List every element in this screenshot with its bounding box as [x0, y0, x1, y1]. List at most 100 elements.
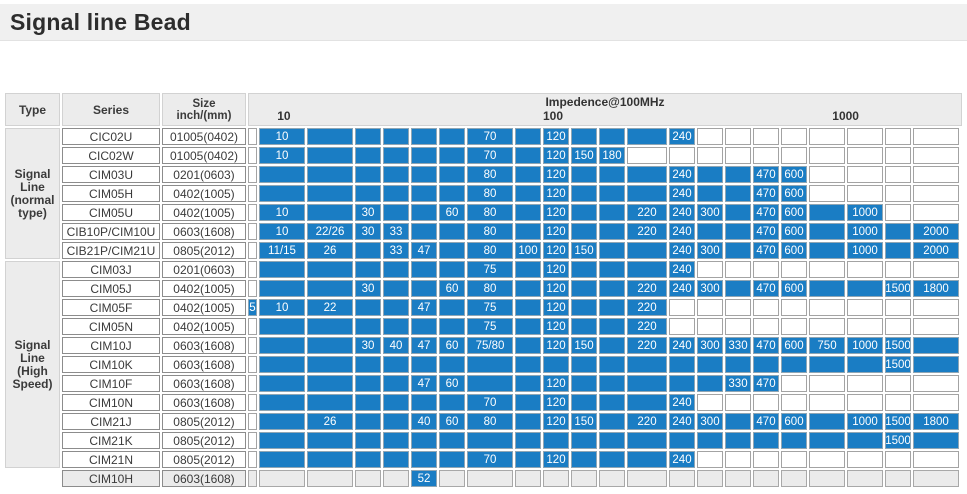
impedance-cell: 240: [669, 166, 695, 183]
impedance-cell: 30: [355, 204, 381, 221]
impedance-cell: [515, 223, 541, 240]
impedance-cell-empty: [725, 451, 751, 468]
impedance-cell: [439, 242, 465, 259]
impedance-cell: [383, 299, 409, 316]
impedance-cell-empty: [913, 128, 959, 145]
impedance-cell: 40: [411, 413, 437, 430]
impedance-cell: 120: [543, 375, 569, 392]
impedance-cell-empty: [753, 451, 779, 468]
impedance-cell-empty: [913, 299, 959, 316]
impedance-cell: 80: [467, 413, 513, 430]
table-row: CIB21P/CIM21U 0805(2012) 11/15 26 33 47 80 100 1…: [62, 242, 962, 259]
table-row: CIM21J 0805(2012) 26 40 60 80 120 150 220 240 300 4…: [62, 413, 962, 430]
impedance-cell: [697, 432, 723, 449]
impedance-cell: [697, 375, 723, 392]
impedance-cell: [307, 337, 353, 354]
table-row: CIM10F 0603(1608) 47 60 120 330 470: [62, 375, 962, 392]
impedance-cell: [439, 223, 465, 240]
impedance-cell: [515, 280, 541, 297]
impedance-cell: [439, 299, 465, 316]
impedance-cell-empty: [781, 261, 807, 278]
impedance-cell: 33: [383, 223, 409, 240]
impedance-cell: 300: [697, 242, 723, 259]
impedance-cell-empty: [753, 299, 779, 316]
impedance-cell: [627, 128, 667, 145]
impedance-cell: [515, 451, 541, 468]
impedance-cell: [697, 356, 723, 373]
impedance-cell: 150: [571, 242, 597, 259]
impedance-cell: [571, 128, 597, 145]
impedance-cell: [753, 356, 779, 373]
impedance-cell: [307, 166, 353, 183]
impedance-cell: [515, 432, 541, 449]
impedance-cell: [307, 185, 353, 202]
impedance-cell: 470: [753, 204, 779, 221]
impedance-cell: 150: [571, 147, 597, 164]
impedance-cell: 120: [543, 451, 569, 468]
impedance-cell-empty: [913, 470, 959, 487]
impedance-cell: [439, 318, 465, 335]
impedance-cell: [627, 166, 667, 183]
impedance-table: Type Series Size inch/(mm) Impedence@100…: [5, 93, 962, 487]
impedance-cell: [383, 166, 409, 183]
impedance-cell: [259, 185, 305, 202]
size-cell: 0201(0603): [162, 166, 246, 183]
impedance-cell: 1000: [847, 242, 883, 259]
impedance-cell: 220: [627, 299, 667, 316]
impedance-cell: [753, 432, 779, 449]
table-row: CIB10P/CIM10U 0603(1608) 10 22/26 30 33 80 120 2…: [62, 223, 962, 240]
impedance-cell: [411, 204, 437, 221]
impedance-cell: [847, 432, 883, 449]
impedance-cell: 30: [355, 280, 381, 297]
impedance-cell-empty: [725, 470, 751, 487]
impedance-cell: [411, 147, 437, 164]
impedance-cell: [669, 375, 695, 392]
impedance-cell-empty: [913, 147, 959, 164]
impedance-cell: [599, 375, 625, 392]
impedance-cell: 300: [697, 204, 723, 221]
column-header-size: Size inch/(mm): [162, 93, 246, 126]
impedance-cell: [697, 166, 723, 183]
series-cell: CIM05H: [62, 185, 160, 202]
impedance-cell-empty: [248, 394, 257, 411]
impedance-cell: [599, 128, 625, 145]
impedance-cell: 80: [467, 280, 513, 297]
series-cell: CIM05J: [62, 280, 160, 297]
impedance-cell: 300: [697, 280, 723, 297]
impedance-cell: [355, 356, 381, 373]
series-cell: CIM21J: [62, 413, 160, 430]
table-row: CIM10K 0603(1608) 1500: [62, 356, 962, 373]
impedance-cell-empty: [913, 261, 959, 278]
impedance-cell-empty: [697, 261, 723, 278]
impedance-cell-empty: [248, 470, 257, 487]
impedance-cell: [467, 356, 513, 373]
impedance-cell: [411, 280, 437, 297]
impedance-cell: [599, 204, 625, 221]
impedance-cell: 470: [753, 223, 779, 240]
impedance-cell: [571, 432, 597, 449]
impedance-cell: [355, 261, 381, 278]
impedance-cell: 240: [669, 242, 695, 259]
impedance-cell: [307, 375, 353, 392]
impedance-cell-empty: [669, 318, 695, 335]
impedance-cell: 240: [669, 261, 695, 278]
impedance-cell-empty: [248, 185, 257, 202]
impedance-cell: [307, 451, 353, 468]
impedance-cell-empty: [809, 394, 845, 411]
impedance-cell: [439, 261, 465, 278]
impedance-cell-empty: [627, 147, 667, 164]
impedance-cell: [383, 185, 409, 202]
impedance-cell: 60: [439, 280, 465, 297]
impedance-cell-empty: [725, 299, 751, 316]
impedance-cell: [515, 185, 541, 202]
impedance-cell: [355, 432, 381, 449]
table-row: CIM05U 0402(1005) 10 30 60 80 120 220 240 300 470 6…: [62, 204, 962, 221]
scale-tick-10: 10: [277, 109, 291, 123]
impedance-cell: [543, 432, 569, 449]
table-row: CIM03U 0201(0603) 80 120 240 470 600: [62, 166, 962, 183]
impedance-cell: 220: [627, 223, 667, 240]
impedance-cell-empty: [248, 280, 257, 297]
series-cell: CIM10K: [62, 356, 160, 373]
impedance-cell: 2000: [913, 242, 959, 259]
impedance-cell: 240: [669, 185, 695, 202]
